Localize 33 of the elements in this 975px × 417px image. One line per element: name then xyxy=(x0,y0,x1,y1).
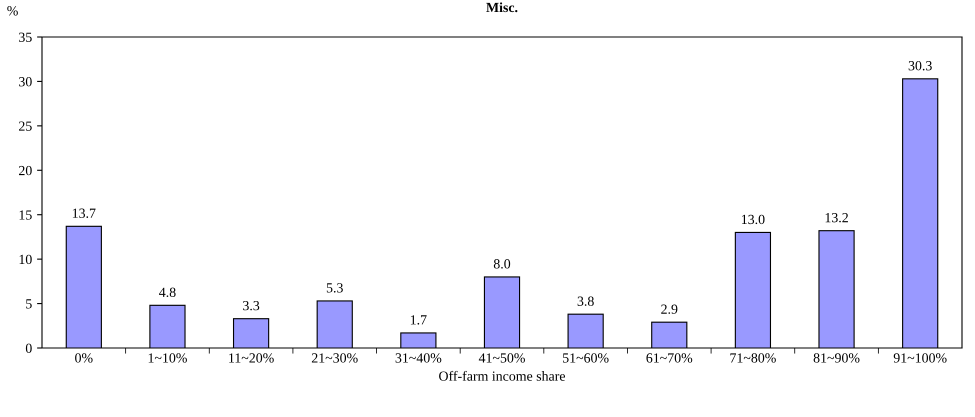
data-label: 3.3 xyxy=(243,300,260,310)
chart-title: Misc. xyxy=(486,2,518,12)
y-tick-label: 5 xyxy=(26,299,32,309)
y-axis-title: % xyxy=(7,6,18,16)
x-tick-label: 91~100% xyxy=(894,353,947,363)
data-label: 3.8 xyxy=(578,296,594,306)
y-tick-label: 20 xyxy=(19,166,32,176)
x-tick-label: 0% xyxy=(75,353,93,363)
data-label: 5.3 xyxy=(326,283,343,293)
x-tick-label: 51~60% xyxy=(563,353,609,363)
data-label: 13.2 xyxy=(826,213,848,222)
y-tick-label: 10 xyxy=(20,254,32,264)
y-tick-label: 0 xyxy=(26,344,32,353)
x-axis-title: Off-farm income share xyxy=(439,370,566,381)
y-tick-label: 35 xyxy=(19,32,32,42)
data-label: 30.3 xyxy=(908,61,932,70)
data-label: 2.9 xyxy=(661,304,678,314)
data-label: 4.8 xyxy=(159,288,176,298)
x-tick-label: 61~70% xyxy=(646,353,692,363)
x-tick-label: 21~30% xyxy=(312,353,358,363)
y-tick-label: 30 xyxy=(19,77,32,86)
x-tick-label: 81~90% xyxy=(814,353,860,363)
data-label: 1.7 xyxy=(410,315,427,325)
x-tick-label: 41~50% xyxy=(478,353,525,363)
data-label: 8.0 xyxy=(494,259,510,269)
x-tick-label: 1~10% xyxy=(148,353,187,363)
x-tick-label: 31~40% xyxy=(396,353,442,363)
y-tick-label: 25 xyxy=(19,121,32,131)
data-label: 13.7 xyxy=(72,208,96,218)
data-label: 13.0 xyxy=(742,214,765,224)
y-tick-label: 15 xyxy=(20,210,32,220)
x-tick-label: 71~80% xyxy=(730,353,776,363)
x-tick-label: 11~20% xyxy=(229,353,274,363)
